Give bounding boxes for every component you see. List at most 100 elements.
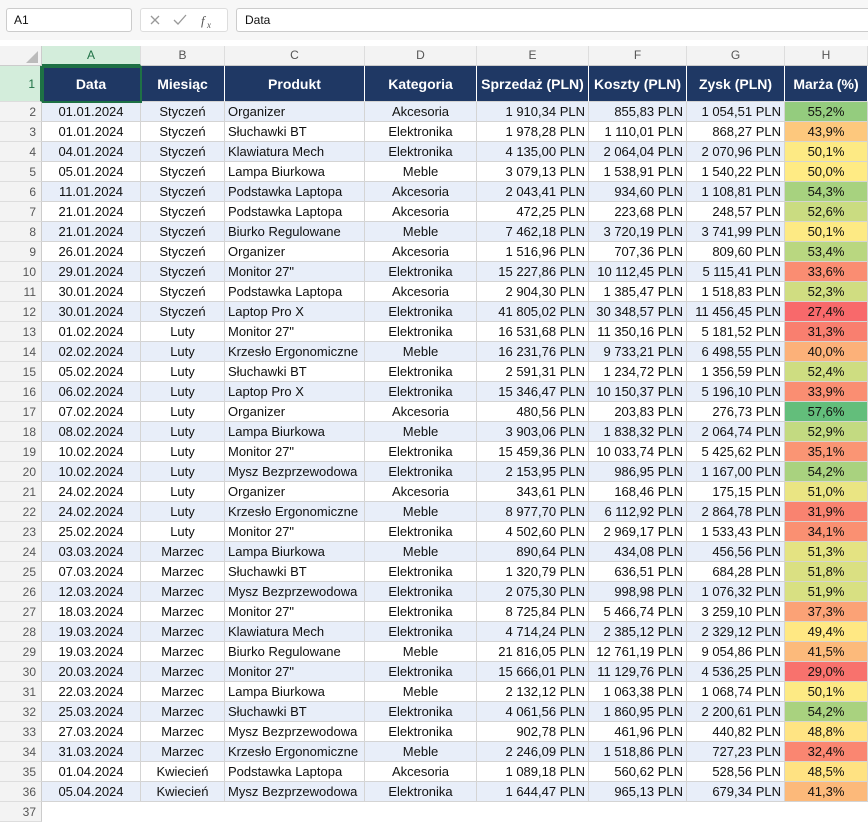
cell[interactable]: Marzec (141, 582, 225, 602)
cell[interactable]: Klawiatura Mech (225, 142, 365, 162)
cell[interactable]: 26.01.2024 (42, 242, 141, 262)
row-header[interactable]: 18 (0, 422, 42, 442)
cell[interactable]: Marzec (141, 602, 225, 622)
cell[interactable]: 6 112,92 PLN (589, 502, 687, 522)
cell[interactable]: Elektronika (365, 662, 477, 682)
cell[interactable]: 3 079,13 PLN (477, 162, 589, 182)
cell[interactable]: Elektronika (365, 122, 477, 142)
cell[interactable]: 19.03.2024 (42, 622, 141, 642)
cell[interactable]: Elektronika (365, 302, 477, 322)
row-header[interactable]: 30 (0, 662, 42, 682)
row-header[interactable]: 10 (0, 262, 42, 282)
cell[interactable]: 53,4% (785, 242, 868, 262)
cell[interactable]: Luty (141, 502, 225, 522)
cell[interactable]: Słuchawki BT (225, 702, 365, 722)
cell[interactable]: 30.01.2024 (42, 302, 141, 322)
cell[interactable]: 11.01.2024 (42, 182, 141, 202)
cell[interactable]: Meble (365, 642, 477, 662)
cell[interactable]: Meble (365, 542, 477, 562)
cell[interactable]: 2 246,09 PLN (477, 742, 589, 762)
cell[interactable]: Monitor 27" (225, 322, 365, 342)
cell[interactable]: 27.03.2024 (42, 722, 141, 742)
cell[interactable]: Klawiatura Mech (225, 622, 365, 642)
cell[interactable]: 51,8% (785, 562, 868, 582)
cell[interactable]: 8 725,84 PLN (477, 602, 589, 622)
cell[interactable]: 1 167,00 PLN (687, 462, 785, 482)
cell[interactable]: Organizer (225, 102, 365, 122)
cell[interactable]: Akcesoria (365, 482, 477, 502)
cell[interactable]: 343,61 PLN (477, 482, 589, 502)
cell[interactable]: 168,46 PLN (589, 482, 687, 502)
cell[interactable]: 06.02.2024 (42, 382, 141, 402)
header-cell[interactable]: Koszty (PLN) (589, 66, 687, 102)
cell[interactable]: 986,95 PLN (589, 462, 687, 482)
row-header[interactable]: 36 (0, 782, 42, 802)
cell[interactable]: 2 064,74 PLN (687, 422, 785, 442)
cell[interactable]: Marzec (141, 642, 225, 662)
cell[interactable]: 29.01.2024 (42, 262, 141, 282)
cell[interactable]: Meble (365, 682, 477, 702)
cell[interactable]: 10 112,45 PLN (589, 262, 687, 282)
cell[interactable]: 54,2% (785, 462, 868, 482)
cell[interactable]: 1 533,43 PLN (687, 522, 785, 542)
cell[interactable]: Elektronika (365, 382, 477, 402)
cell[interactable]: 4 714,24 PLN (477, 622, 589, 642)
column-header[interactable]: E (477, 46, 589, 66)
cell[interactable]: 30.01.2024 (42, 282, 141, 302)
cell[interactable]: Marzec (141, 702, 225, 722)
cell[interactable]: Monitor 27" (225, 602, 365, 622)
cell[interactable]: 2 200,61 PLN (687, 702, 785, 722)
cell[interactable]: Słuchawki BT (225, 562, 365, 582)
cell[interactable]: 2 070,96 PLN (687, 142, 785, 162)
cell[interactable]: 2 969,17 PLN (589, 522, 687, 542)
cell[interactable]: Mysz Bezprzewodowa (225, 782, 365, 802)
cell[interactable]: 560,62 PLN (589, 762, 687, 782)
cell[interactable]: 2 132,12 PLN (477, 682, 589, 702)
row-header[interactable]: 32 (0, 702, 42, 722)
cell[interactable]: Luty (141, 322, 225, 342)
cell[interactable]: 10 033,74 PLN (589, 442, 687, 462)
cell[interactable]: 16 531,68 PLN (477, 322, 589, 342)
cell[interactable]: 1 089,18 PLN (477, 762, 589, 782)
cell[interactable]: 05.01.2024 (42, 162, 141, 182)
cell[interactable]: Lampa Biurkowa (225, 542, 365, 562)
cell[interactable]: 34,1% (785, 522, 868, 542)
cell[interactable]: 16 231,76 PLN (477, 342, 589, 362)
enter-icon[interactable] (173, 14, 187, 25)
row-header[interactable]: 24 (0, 542, 42, 562)
cell[interactable]: 3 903,06 PLN (477, 422, 589, 442)
cell[interactable]: Elektronika (365, 142, 477, 162)
cell[interactable]: Elektronika (365, 442, 477, 462)
cell[interactable]: 21.01.2024 (42, 202, 141, 222)
cell[interactable]: Styczeń (141, 242, 225, 262)
cell[interactable]: 10.02.2024 (42, 442, 141, 462)
cell[interactable]: 5 181,52 PLN (687, 322, 785, 342)
cell[interactable]: 40,0% (785, 342, 868, 362)
cell[interactable]: 5 196,10 PLN (687, 382, 785, 402)
cell[interactable]: Monitor 27" (225, 662, 365, 682)
cell[interactable]: 1 978,28 PLN (477, 122, 589, 142)
cell[interactable]: Marzec (141, 722, 225, 742)
cell[interactable]: 2 043,41 PLN (477, 182, 589, 202)
cell[interactable]: 15 666,01 PLN (477, 662, 589, 682)
column-header[interactable]: C (225, 46, 365, 66)
cell[interactable]: 02.02.2024 (42, 342, 141, 362)
cell[interactable]: 6 498,55 PLN (687, 342, 785, 362)
cell[interactable]: 19.03.2024 (42, 642, 141, 662)
formula-buttons[interactable]: f x (140, 8, 228, 32)
cell[interactable]: 223,68 PLN (589, 202, 687, 222)
cell[interactable]: 05.04.2024 (42, 782, 141, 802)
cell[interactable]: Luty (141, 442, 225, 462)
cell[interactable]: Meble (365, 222, 477, 242)
cell[interactable]: 809,60 PLN (687, 242, 785, 262)
cell[interactable]: 1 538,91 PLN (589, 162, 687, 182)
cell[interactable]: Marzec (141, 542, 225, 562)
cell[interactable]: 10.02.2024 (42, 462, 141, 482)
cell[interactable]: Lampa Biurkowa (225, 422, 365, 442)
cell[interactable]: 54,3% (785, 182, 868, 202)
formula-input[interactable]: Data (236, 8, 868, 32)
cell[interactable]: 1 356,59 PLN (687, 362, 785, 382)
row-header[interactable]: 15 (0, 362, 42, 382)
cell[interactable]: 679,34 PLN (687, 782, 785, 802)
row-header[interactable]: 16 (0, 382, 42, 402)
